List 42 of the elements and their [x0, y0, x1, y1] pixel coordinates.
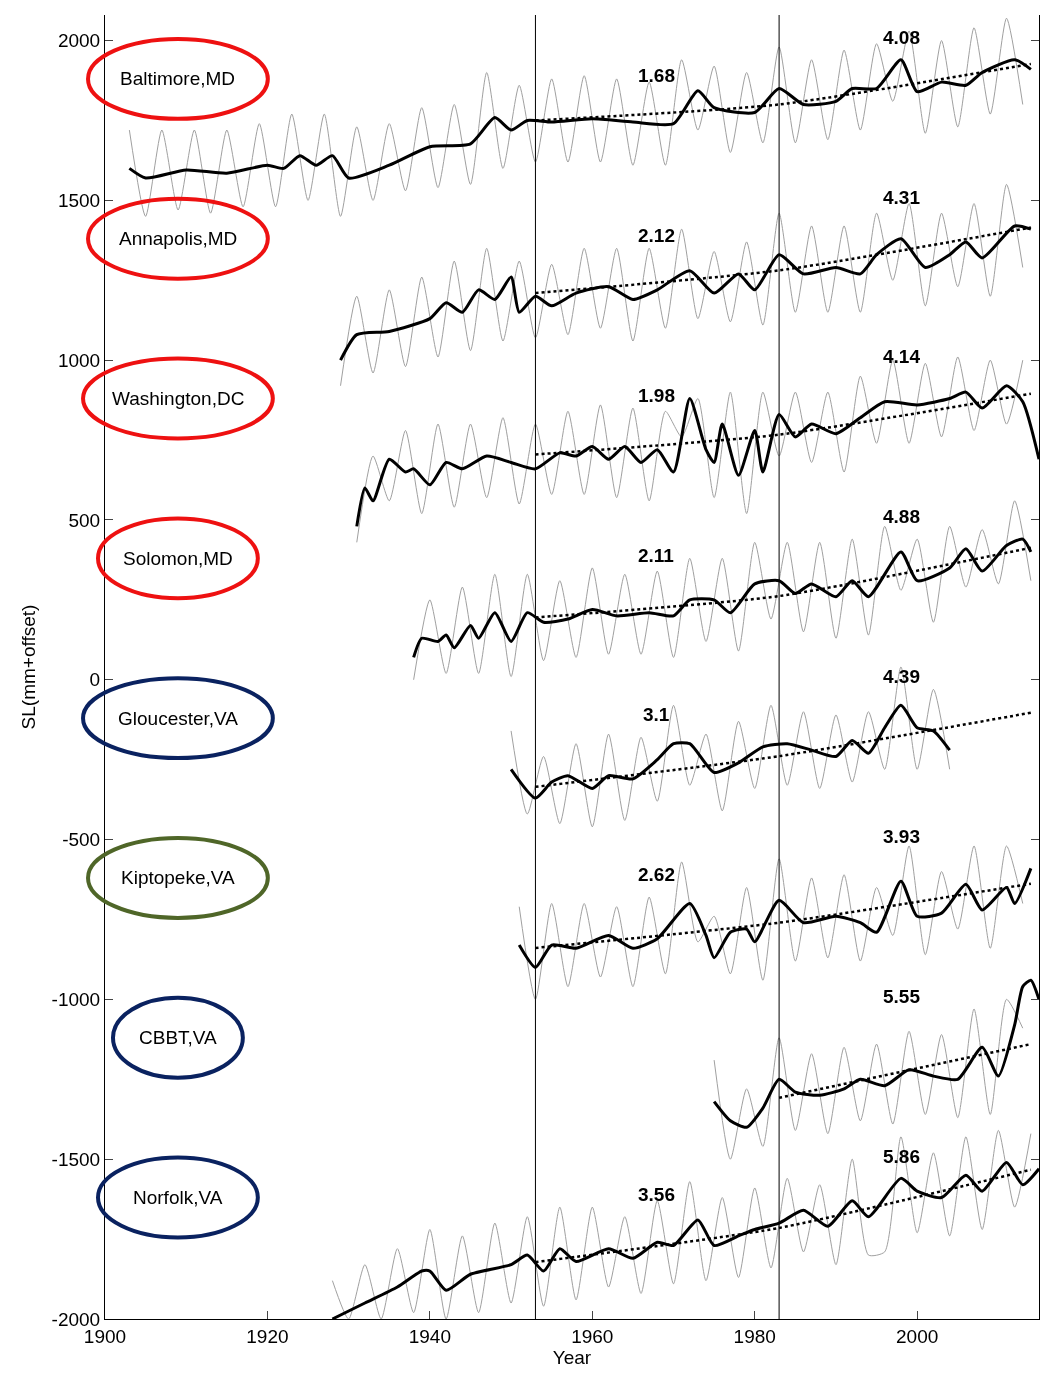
annotation: 5.55 [883, 986, 921, 1007]
annotation: 2.12 [638, 225, 675, 246]
annotation: 3.93 [883, 826, 920, 847]
annotation: Baltimore,MD [120, 68, 236, 89]
y-axis-title: SL(mm+offset) [18, 604, 40, 730]
line-series [340, 183, 1024, 387]
annotation: 5.86 [883, 1146, 920, 1167]
x-tick-label: 1940 [408, 1325, 452, 1347]
line-series [510, 666, 951, 828]
annotation: 4.14 [883, 346, 921, 367]
line-series [413, 500, 1032, 681]
y-tick-label: -1500 [51, 1148, 101, 1170]
annotation: 1.98 [638, 385, 675, 406]
annotation: 2.11 [638, 545, 675, 566]
annotation: Washington,DC [112, 388, 245, 409]
y-tick-label: 1500 [57, 190, 101, 212]
x-axis-title: Year [552, 1346, 592, 1368]
annotation: 1.68 [638, 65, 675, 86]
annotation: Annapolis,MD [119, 228, 238, 249]
annotation: 4.08 [883, 27, 920, 48]
annotation: 4.31 [883, 187, 921, 208]
annotation: 4.39 [883, 666, 920, 687]
annotation: 4.88 [883, 506, 920, 527]
annotation: Solomon,MD [123, 548, 233, 569]
y-tick-label: 500 [68, 509, 101, 531]
annotation: Kiptopeke,VA [121, 867, 236, 888]
x-tick-label: 1920 [246, 1325, 289, 1347]
annotation: Gloucester,VA [118, 708, 239, 729]
x-tick-label: 1960 [571, 1325, 614, 1347]
annotation: 2.62 [638, 864, 675, 885]
line-series [331, 1129, 1032, 1319]
y-tick-label: -500 [62, 829, 101, 851]
x-tick-label: 1980 [733, 1325, 776, 1347]
annotation: 3.1 [643, 704, 670, 725]
x-tick-label: 2000 [896, 1325, 939, 1347]
y-tick-label: 1000 [57, 349, 101, 371]
y-tick-label: 2000 [57, 30, 101, 52]
y-tick-label: -1000 [51, 989, 101, 1011]
annotation: CBBT,VA [139, 1027, 218, 1048]
y-tick-label: 0 [89, 669, 101, 691]
annotation: Norfolk,VA [133, 1187, 223, 1208]
annotation: 3.56 [638, 1184, 675, 1205]
